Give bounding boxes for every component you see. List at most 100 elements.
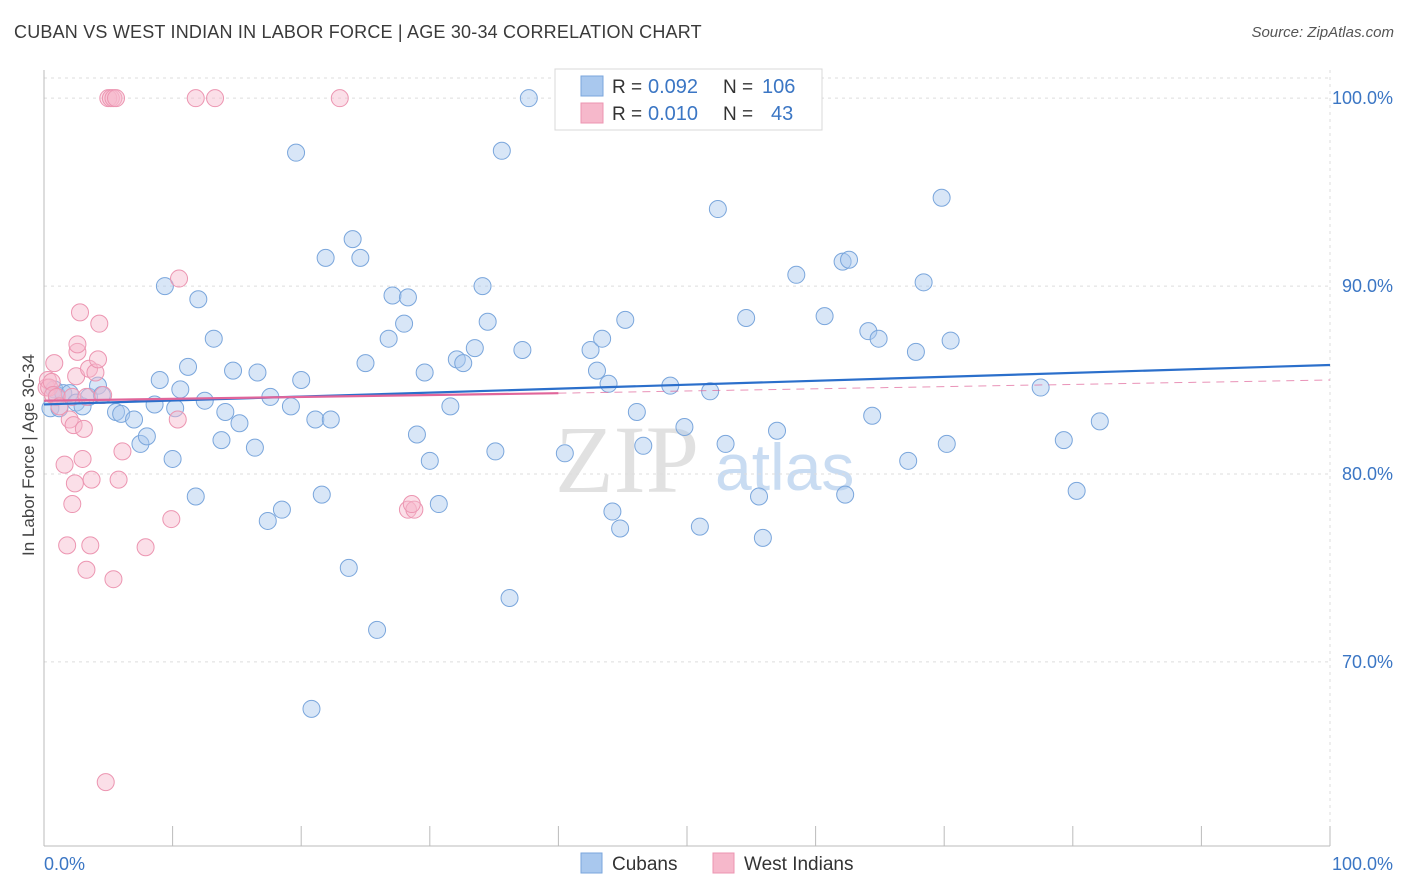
point-cubans xyxy=(593,329,612,348)
point-west-indians xyxy=(104,570,123,589)
point-west-indians xyxy=(162,510,181,529)
point-cubans xyxy=(368,620,387,639)
trend-lines xyxy=(43,363,1331,406)
chart-title: CUBAN VS WEST INDIAN IN LABOR FORCE | AG… xyxy=(14,22,702,42)
point-cubans xyxy=(787,265,806,284)
point-cubans xyxy=(131,434,150,453)
point-cubans xyxy=(407,425,426,444)
point-cubans xyxy=(708,200,727,219)
point-cubans xyxy=(343,230,362,249)
point-west-indians xyxy=(90,314,109,333)
point-cubans xyxy=(815,307,834,326)
point-cubans xyxy=(513,340,532,359)
point-west-indians xyxy=(96,773,115,792)
point-cubans xyxy=(753,528,772,547)
point-cubans xyxy=(914,273,933,292)
point-cubans xyxy=(155,277,174,296)
point-cubans xyxy=(316,248,335,267)
point-cubans xyxy=(737,309,756,328)
point-cubans xyxy=(287,143,306,162)
point-cubans xyxy=(125,410,144,429)
x-tick-label-max: 100.0% xyxy=(1332,854,1393,874)
series-legend: Cubans West Indians xyxy=(580,852,853,875)
point-west-indians xyxy=(63,495,82,514)
point-cubans xyxy=(248,363,267,382)
point-west-indians xyxy=(82,470,101,489)
point-cubans xyxy=(465,339,484,358)
point-cubans xyxy=(701,382,720,401)
point-cubans xyxy=(441,397,460,416)
point-west-indians xyxy=(402,495,421,514)
point-cubans xyxy=(245,438,264,457)
point-cubans xyxy=(478,312,497,331)
point-cubans xyxy=(581,340,600,359)
point-cubans xyxy=(869,329,888,348)
point-west-indians xyxy=(71,303,90,322)
point-west-indians xyxy=(109,470,128,489)
point-cubans xyxy=(859,322,878,341)
point-cubans xyxy=(899,451,918,470)
point-cubans xyxy=(89,376,108,395)
point-cubans xyxy=(716,434,735,453)
point-cubans xyxy=(1031,378,1050,397)
y-tick-label: 70.0% xyxy=(1342,652,1393,672)
point-west-indians xyxy=(168,410,187,429)
scatter-points xyxy=(37,89,1109,792)
point-cubans xyxy=(492,141,511,160)
point-cubans xyxy=(420,451,439,470)
bottom-legend-label-cubans: Cubans xyxy=(612,854,678,875)
point-cubans xyxy=(519,89,538,108)
point-west-indians xyxy=(68,335,87,354)
point-cubans xyxy=(429,495,448,514)
point-cubans xyxy=(937,434,956,453)
y-tick-label: 100.0% xyxy=(1332,88,1393,108)
watermark-atlas: atlas xyxy=(715,430,854,504)
point-cubans xyxy=(379,329,398,348)
point-cubans xyxy=(603,502,622,521)
stats-legend: R = 0.092 N = 106 R = 0.010 N = 43 xyxy=(554,68,823,131)
point-cubans xyxy=(1054,431,1073,450)
point-cubans xyxy=(690,517,709,536)
point-cubans xyxy=(1067,481,1086,500)
axis-ticks: 70.0% 80.0% 90.0% 100.0% xyxy=(43,88,1393,846)
legend-n-label-west-indians: N = xyxy=(723,104,753,125)
point-west-indians xyxy=(86,363,105,382)
x-tick-label-min: 0.0% xyxy=(44,854,85,874)
point-west-indians xyxy=(136,538,155,557)
point-cubans xyxy=(415,363,434,382)
point-cubans xyxy=(356,354,375,373)
point-west-indians xyxy=(55,455,74,474)
point-cubans xyxy=(395,314,414,333)
legend-swatch-cubans xyxy=(580,75,604,97)
point-cubans xyxy=(230,414,249,433)
point-cubans xyxy=(555,444,574,463)
point-cubans xyxy=(675,417,694,436)
point-cubans xyxy=(351,248,370,267)
point-cubans xyxy=(616,310,635,329)
bottom-legend-swatch-west-indians xyxy=(712,852,735,874)
point-west-indians xyxy=(330,89,349,108)
point-cubans xyxy=(836,485,855,504)
point-cubans xyxy=(383,286,402,305)
point-cubans xyxy=(186,487,205,506)
point-cubans xyxy=(150,371,169,390)
point-west-indians xyxy=(68,342,87,361)
point-west-indians xyxy=(186,89,205,108)
point-cubans xyxy=(840,250,859,269)
point-cubans xyxy=(473,277,492,296)
point-west-indians xyxy=(113,442,132,461)
point-west-indians xyxy=(170,269,189,288)
point-cubans xyxy=(627,402,646,421)
point-cubans xyxy=(398,288,417,307)
point-cubans xyxy=(292,371,311,390)
point-cubans xyxy=(750,487,769,506)
point-cubans xyxy=(216,402,235,421)
watermark-zip: ZIP xyxy=(555,406,699,513)
point-west-indians xyxy=(45,354,64,373)
point-cubans xyxy=(281,397,300,416)
point-cubans xyxy=(768,421,787,440)
point-cubans xyxy=(312,485,331,504)
point-cubans xyxy=(500,588,519,607)
point-cubans xyxy=(204,329,223,348)
